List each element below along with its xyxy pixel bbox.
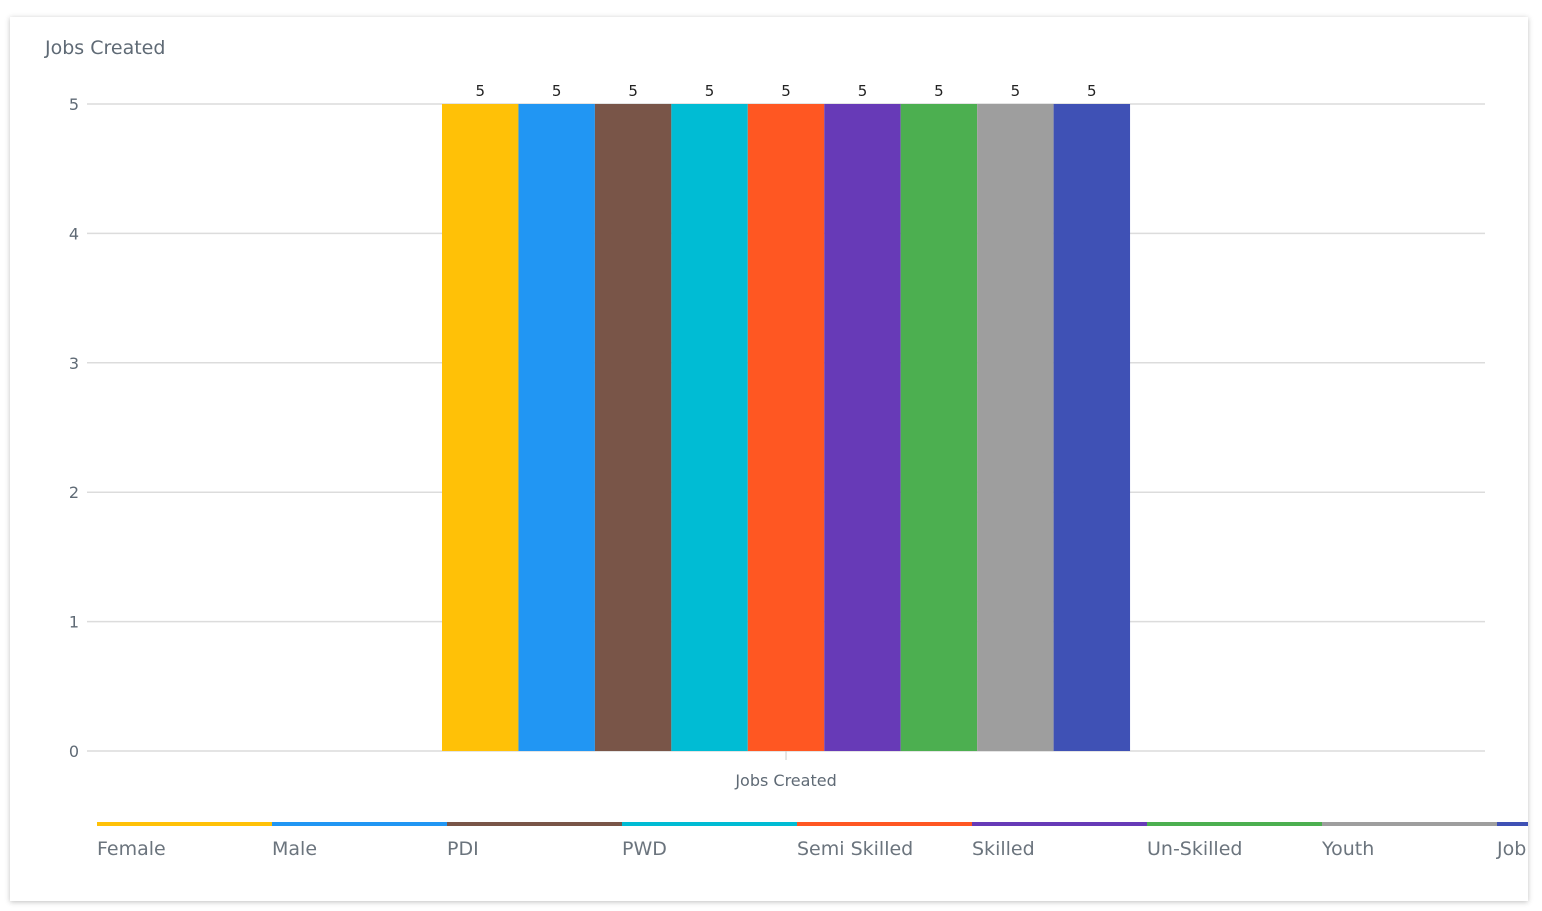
- data-label: 5: [781, 82, 791, 100]
- y-tick-label: 2: [69, 483, 79, 502]
- legend-swatch: [1497, 822, 1528, 826]
- data-label: 5: [934, 82, 944, 100]
- legend-swatch: [622, 822, 797, 826]
- bar-pwd: [671, 104, 748, 751]
- bar-youth: [977, 104, 1054, 751]
- legend-swatch: [972, 822, 1147, 826]
- bar-un-skilled: [900, 104, 978, 751]
- bar-pdi: [594, 104, 672, 751]
- legend-item[interactable]: PDI: [447, 822, 622, 860]
- y-tick-label: 3: [69, 354, 79, 373]
- legend-swatch: [97, 822, 272, 826]
- chart-card: Jobs Created 0 1 2 3 4 5 5 5 5 5 5 5 5 5 5 Jobs Created…: [10, 17, 1528, 901]
- legend-swatch: [1147, 822, 1322, 826]
- legend-swatch: [797, 822, 972, 826]
- chart-title: Jobs Created: [45, 37, 166, 59]
- bar-chart: 0 1 2 3 4 5 5 5 5 5 5 5 5 5 5 Jobs Created: [69, 82, 1485, 790]
- y-tick-label: 0: [69, 742, 79, 761]
- data-label: 5: [1011, 82, 1021, 100]
- legend-label: Female: [97, 838, 166, 860]
- legend-label: Skilled: [972, 838, 1035, 860]
- bar-male: [518, 104, 595, 751]
- data-label: 5: [475, 82, 485, 100]
- legend-label: Male: [272, 838, 318, 860]
- bar-female: [442, 104, 519, 751]
- data-label: 5: [628, 82, 638, 100]
- legend-label: Job: [1497, 838, 1527, 860]
- bar-job: [1053, 104, 1131, 751]
- legend-item[interactable]: Male: [272, 822, 447, 860]
- y-tick-label: 4: [69, 224, 79, 243]
- data-label: 5: [552, 82, 562, 100]
- legend-swatch: [272, 822, 447, 826]
- legend-label: Un-Skilled: [1147, 838, 1243, 860]
- legend-item[interactable]: Youth: [1322, 822, 1497, 860]
- legend-item[interactable]: Job: [1497, 822, 1528, 860]
- legend-item[interactable]: Semi Skilled: [797, 822, 972, 860]
- legend-item[interactable]: PWD: [622, 822, 797, 860]
- y-tick-label: 5: [69, 95, 79, 114]
- legend: Female Male PDI PWD Semi Skilled Skilled Un-Sk…: [97, 822, 1528, 882]
- data-label: 5: [705, 82, 715, 100]
- data-label: 5: [1087, 82, 1097, 100]
- legend-label: PWD: [622, 838, 667, 860]
- legend-label: Youth: [1322, 838, 1375, 860]
- legend-label: PDI: [447, 838, 479, 860]
- legend-item[interactable]: Female: [97, 822, 272, 860]
- bar-semi-skilled: [747, 104, 825, 751]
- bar-skilled: [824, 104, 901, 751]
- legend-swatch: [1322, 822, 1497, 826]
- legend-item[interactable]: Un-Skilled: [1147, 822, 1322, 860]
- x-tick-label: Jobs Created: [734, 771, 836, 790]
- legend-item[interactable]: Skilled: [972, 822, 1147, 860]
- y-tick-label: 1: [69, 613, 79, 632]
- legend-swatch: [447, 822, 622, 826]
- legend-label: Semi Skilled: [797, 838, 914, 860]
- data-label: 5: [858, 82, 868, 100]
